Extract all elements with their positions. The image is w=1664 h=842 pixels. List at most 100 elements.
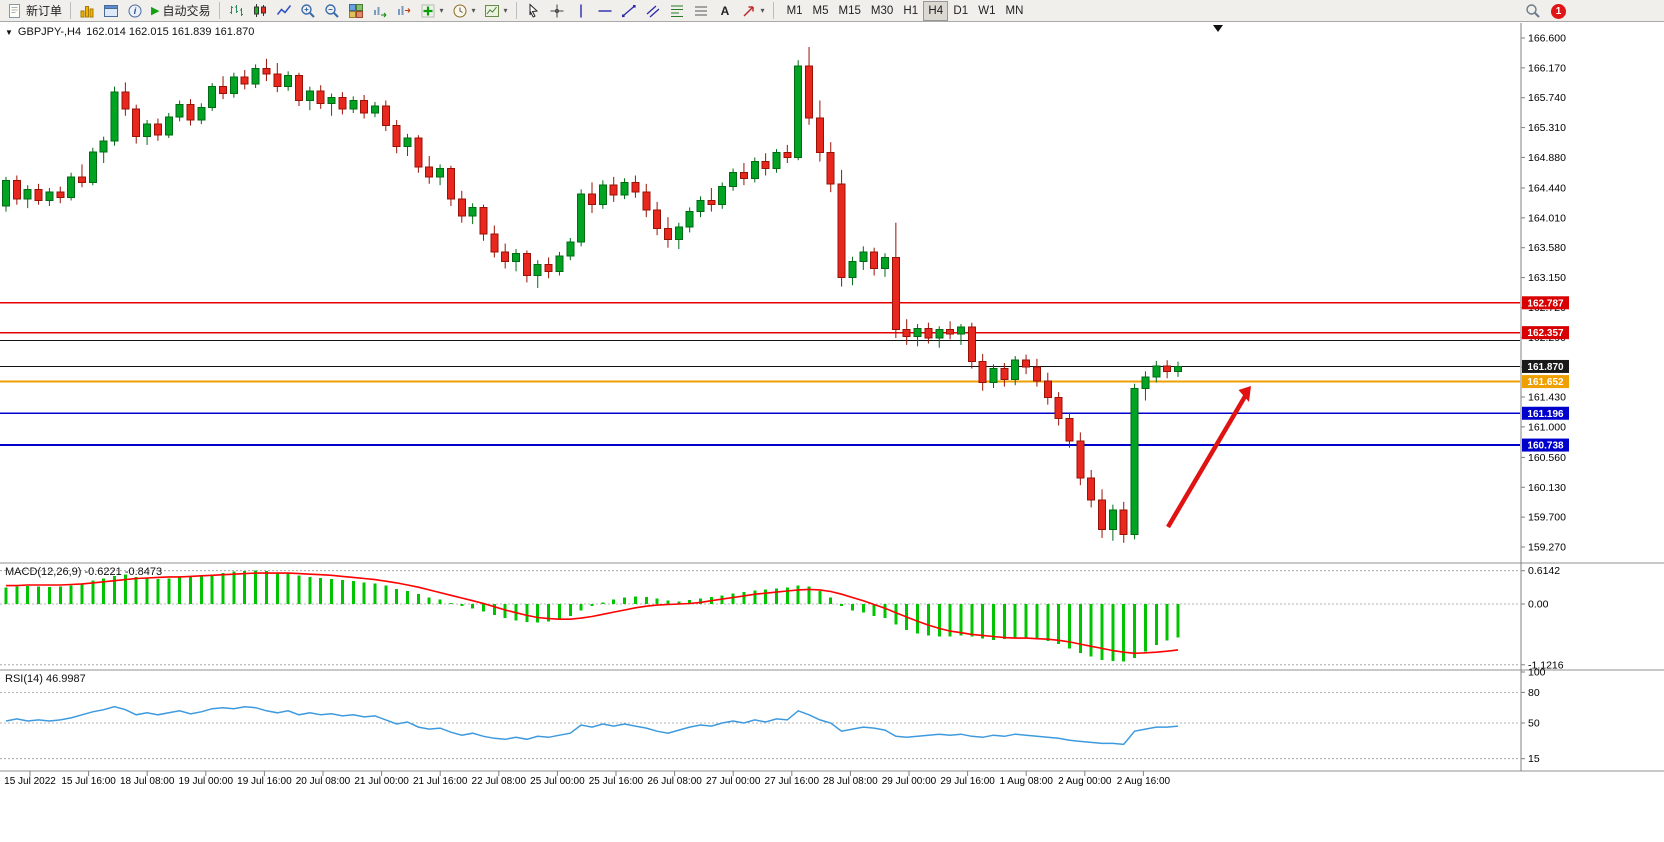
cursor-button[interactable] <box>521 1 545 21</box>
new-order-button[interactable]: 新订单 <box>3 1 66 21</box>
timeframe-m30-button[interactable]: M30 <box>866 1 898 21</box>
candle-body <box>414 137 423 168</box>
timeframe-m5-button[interactable]: M5 <box>808 1 834 21</box>
candle-body <box>1163 365 1172 372</box>
candle-body <box>240 76 249 85</box>
candle-body <box>381 105 390 126</box>
trend-arrow-head[interactable] <box>1238 386 1252 402</box>
time-axis-label: 21 Jul 16:00 <box>413 776 468 787</box>
candle-body <box>67 176 76 199</box>
price-axis-label: 159.700 <box>1528 512 1566 524</box>
time-axis-label: 15 Jul 2022 <box>4 776 56 787</box>
price-axis-label: 164.440 <box>1528 182 1566 194</box>
candle-body <box>674 226 683 240</box>
time-axis-label: 27 Jul 00:00 <box>706 776 761 787</box>
timeframe-m15-button[interactable]: M15 <box>834 1 866 21</box>
time-axis-label: 22 Jul 08:00 <box>472 776 527 787</box>
time-axis-label: 29 Jul 00:00 <box>882 776 937 787</box>
candle-body <box>1076 440 1085 479</box>
rsi-axis-label: 100 <box>1528 667 1546 679</box>
timeframe-d1-button[interactable]: D1 <box>948 1 973 21</box>
notification-badge[interactable]: 1 <box>1551 3 1566 19</box>
text-button[interactable]: A <box>713 1 737 21</box>
timeframe-h1-button[interactable]: H1 <box>898 1 923 21</box>
crosshair-button[interactable] <box>545 1 569 21</box>
candle-body <box>468 206 477 217</box>
macd-signal-line <box>6 572 1179 655</box>
time-axis-label: 1 Aug 08:00 <box>1000 776 1054 787</box>
candle-body <box>772 152 781 170</box>
crosshair-icon <box>550 4 564 17</box>
chart-canvas[interactable]: 166.600 166.170 165.740 165.310 164.880 164.4… <box>0 23 1664 842</box>
candle-body <box>783 152 792 158</box>
objects-list-button[interactable] <box>689 1 713 21</box>
templates-button[interactable]: ▾ <box>480 1 512 21</box>
objects-list-icon <box>694 6 707 15</box>
fibonacci-button[interactable] <box>665 1 689 21</box>
trendline-button[interactable] <box>617 1 641 21</box>
price-axis-label: 163.150 <box>1528 272 1566 284</box>
data-window-button[interactable]: i <box>123 1 147 21</box>
time-axis-label: 19 Jul 00:00 <box>179 776 234 787</box>
timeframe-h4-button[interactable]: H4 <box>923 0 949 21</box>
time-axis-label: 27 Jul 16:00 <box>765 776 820 787</box>
chart-shift-button[interactable] <box>392 1 416 21</box>
candle-body <box>305 90 314 101</box>
arrows-button[interactable]: ▾ <box>737 1 769 21</box>
candle-body <box>219 86 228 95</box>
trend-arrow-line[interactable] <box>1166 391 1249 529</box>
svg-text:i: i <box>134 6 137 16</box>
vertical-line-button[interactable] <box>569 1 593 21</box>
candle-body <box>425 166 434 178</box>
zoom-out-button[interactable] <box>320 1 344 21</box>
price-badge <box>1522 375 1569 389</box>
price-badge-label: 160.738 <box>1527 441 1564 452</box>
bar-chart-button[interactable] <box>224 1 248 21</box>
candle-body <box>577 193 586 243</box>
candle-body <box>446 168 455 200</box>
timeframe-mn-button[interactable]: MN <box>1001 1 1029 21</box>
zoom-in-button[interactable] <box>296 1 320 21</box>
chart-shift-marker-icon[interactable] <box>1213 25 1223 32</box>
candle-body <box>175 104 184 118</box>
candle-body <box>750 161 759 179</box>
candle-body <box>978 361 987 383</box>
horizontal-line-button[interactable] <box>593 1 617 21</box>
add-indicator-icon <box>421 4 434 17</box>
rsi-line <box>5 705 1179 746</box>
candle-body <box>1174 365 1182 372</box>
channel-button[interactable] <box>641 1 665 21</box>
candle-body <box>555 255 564 272</box>
search-button[interactable] <box>1521 1 1545 21</box>
time-axis-label: 28 Jul 08:00 <box>823 776 878 787</box>
price-axis-label: 164.880 <box>1528 152 1566 164</box>
rsi-axis-label: 50 <box>1528 718 1540 730</box>
candle-body <box>946 329 955 335</box>
svg-text:A: A <box>720 4 729 18</box>
candle-body <box>1098 499 1107 531</box>
profiles-button[interactable] <box>99 1 123 21</box>
price-badge-label: 161.652 <box>1527 377 1564 388</box>
indicators-button[interactable]: ▾ <box>416 1 448 21</box>
dropdown-caret-icon: ▾ <box>471 6 476 15</box>
toolbar-right: 1 <box>1521 0 1566 22</box>
candle-body <box>815 117 824 154</box>
candle-body <box>295 74 303 101</box>
auto-scroll-button[interactable] <box>368 1 392 21</box>
timeframe-m1-button[interactable]: M1 <box>782 1 808 21</box>
time-axis-label: 18 Jul 08:00 <box>120 776 175 787</box>
channel-icon <box>646 5 659 17</box>
autotrading-button[interactable]: ▶ 自动交易 <box>147 1 214 21</box>
candle-body <box>186 104 195 121</box>
line-chart-button[interactable] <box>272 1 296 21</box>
new-chart-button[interactable] <box>75 1 99 21</box>
tile-windows-button[interactable] <box>344 1 368 21</box>
clock-icon <box>453 4 467 17</box>
timeframe-w1-button[interactable]: W1 <box>973 1 1000 21</box>
candle-body <box>56 191 65 199</box>
candle-body <box>77 176 86 183</box>
candlestick-chart-button[interactable] <box>248 1 272 21</box>
candle-body <box>707 199 716 206</box>
candle-body <box>12 179 21 200</box>
periods-button[interactable]: ▾ <box>448 1 480 21</box>
